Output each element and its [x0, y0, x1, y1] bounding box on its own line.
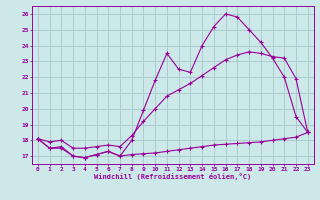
- X-axis label: Windchill (Refroidissement éolien,°C): Windchill (Refroidissement éolien,°C): [94, 173, 252, 180]
